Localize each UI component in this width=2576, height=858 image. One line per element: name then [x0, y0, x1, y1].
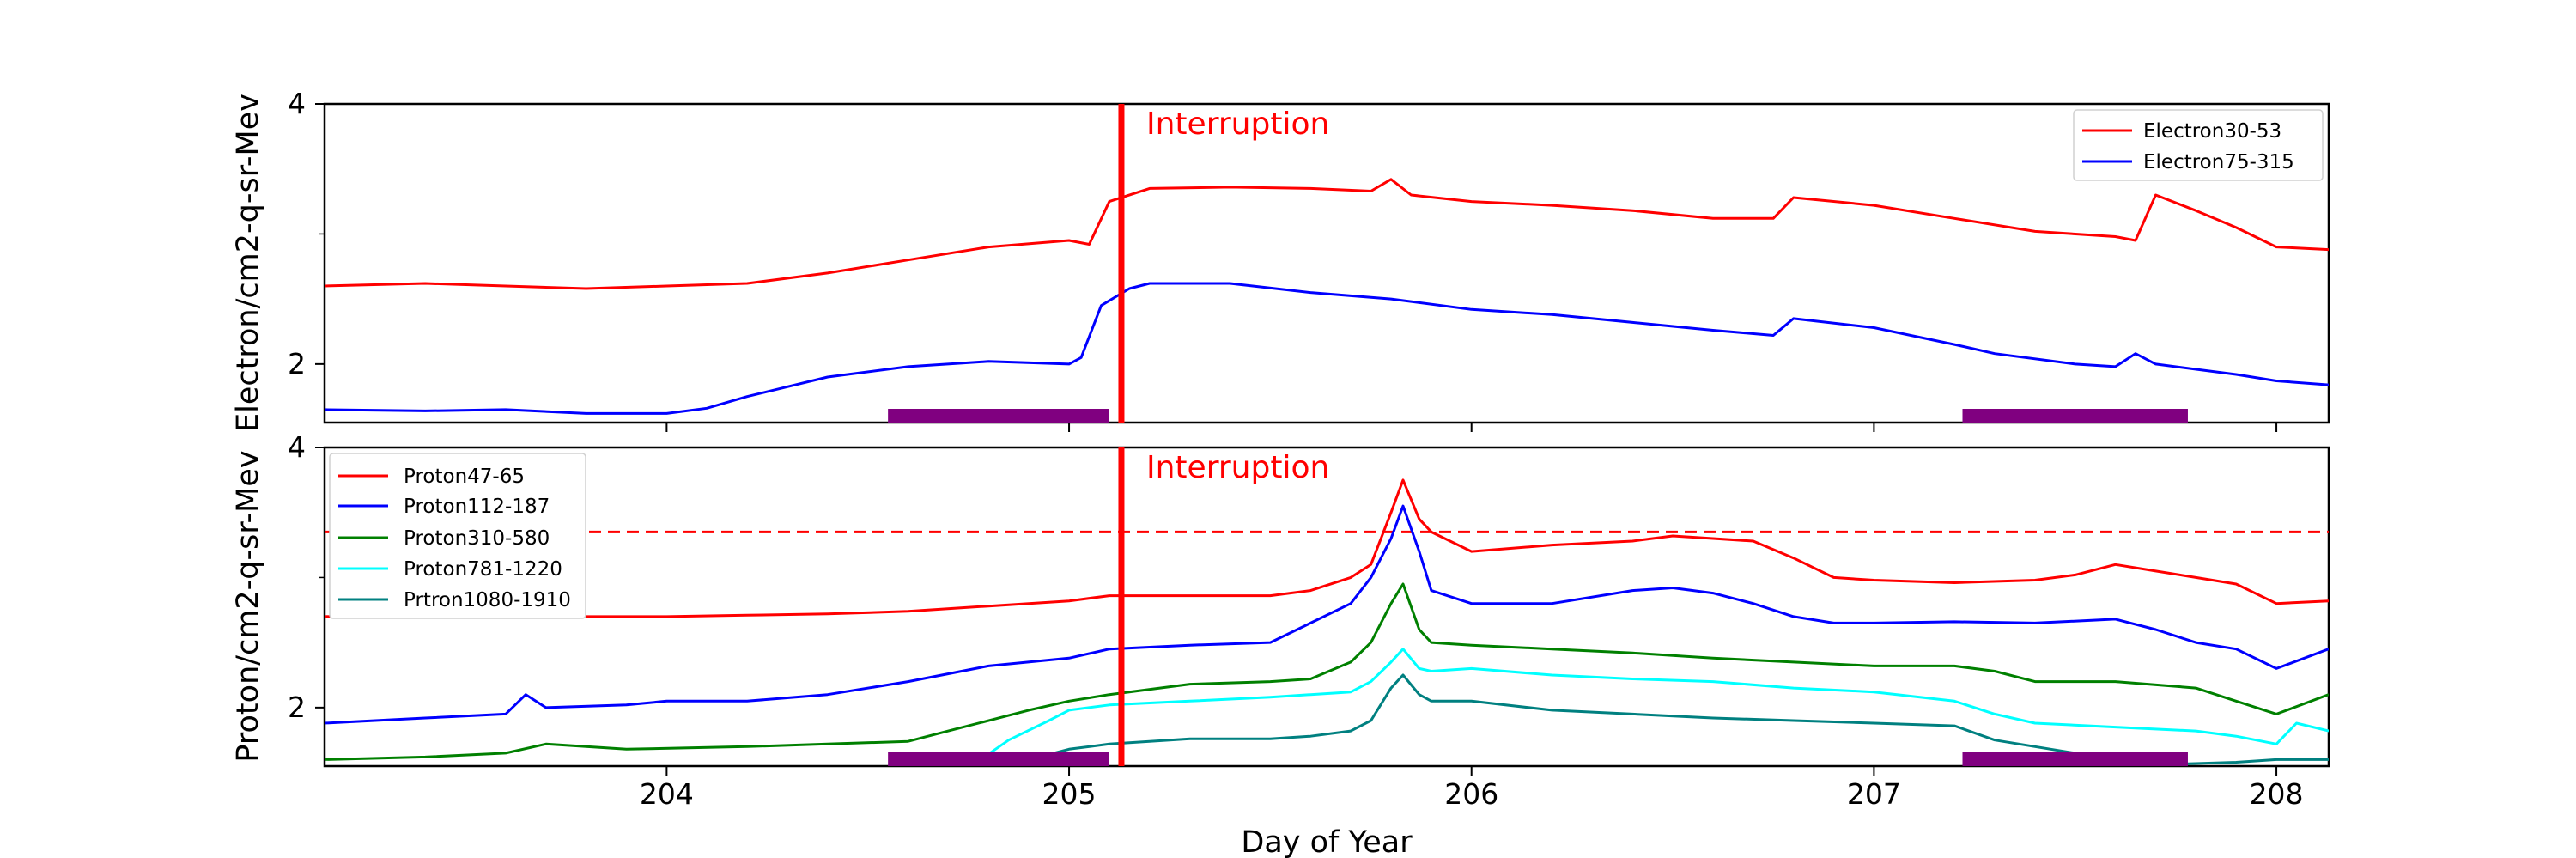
bottom-x-tick-label: 204	[640, 777, 694, 811]
top-panel-frame	[323, 102, 2330, 424]
top-series-electron75-315	[325, 282, 2329, 415]
top-interruption-label: Interruption	[1146, 106, 1329, 142]
bottom-series-proton310-580	[325, 582, 2329, 761]
top-panel: 24 Electron/cm2-q-sr-Mev Interruption El…	[231, 87, 2330, 432]
bottom-x-tick-label: 207	[1847, 777, 1901, 811]
top-shaded-interval-0	[888, 409, 1109, 423]
bottom-series-proton47-65	[325, 478, 2329, 618]
bottom-series-prtron1080-1910	[1028, 673, 2329, 766]
top-legend-box	[2073, 109, 2324, 181]
bottom-legend-label-proton781-1220: Proton781-1220	[404, 558, 562, 581]
bottom-panel-ticks: 204 205 206 207 208 2 4	[288, 430, 2304, 811]
bottom-legend-label-proton112-187: Proton112-187	[404, 496, 550, 518]
bottom-legend-label-prtron1080-1910: Prtron1080-1910	[404, 589, 571, 612]
bottom-shaded-interval-0	[888, 752, 1109, 766]
x-axis-label: Day of Year	[1241, 825, 1413, 858]
top-series-group	[325, 178, 2329, 415]
bottom-y-tick-label: 2	[288, 691, 306, 724]
bottom-y-axis-label: Proton/cm2-q-sr-Mev	[231, 450, 265, 762]
bottom-legend: Proton47-65 Proton112-187 Proton310-580 …	[329, 453, 586, 619]
bottom-x-tick-label: 208	[2250, 777, 2304, 811]
top-shaded-interval-1	[1962, 409, 2188, 423]
bottom-x-tick-label: 206	[1444, 777, 1498, 811]
bottom-series-proton112-187	[325, 504, 2329, 725]
bottom-y-tick-label: 4	[288, 430, 306, 464]
bottom-series-proton781-1220	[980, 648, 2329, 761]
bottom-panel-content	[325, 447, 2329, 766]
top-series-electron30-53	[325, 178, 2329, 290]
bottom-legend-label-proton47-65: Proton47-65	[404, 466, 525, 488]
bottom-x-tick-label: 205	[1042, 777, 1097, 811]
top-panel-content	[325, 104, 2329, 423]
bottom-series-group	[325, 478, 2329, 766]
top-legend: Electron30-53 Electron75-315	[2073, 109, 2324, 181]
bottom-legend-box	[329, 453, 586, 619]
top-y-tick-label: 4	[288, 87, 306, 120]
bottom-panel-frame	[323, 446, 2330, 768]
top-y-tick-label: 2	[288, 347, 306, 380]
top-legend-label-electron75-315: Electron75-315	[2143, 151, 2294, 173]
bottom-interruption-label: Interruption	[1146, 450, 1329, 485]
top-panel-ticks: 24	[288, 87, 2278, 432]
top-legend-label-electron30-53: Electron30-53	[2143, 120, 2281, 143]
top-y-axis-label: Electron/cm2-q-sr-Mev	[231, 94, 265, 432]
bottom-panel: 204 205 206 207 208 2 4 Proton/cm2-q-sr-Mev In…	[231, 430, 2330, 858]
bottom-shaded-interval-1	[1962, 752, 2188, 766]
bottom-legend-label-proton310-580: Proton310-580	[404, 527, 550, 550]
